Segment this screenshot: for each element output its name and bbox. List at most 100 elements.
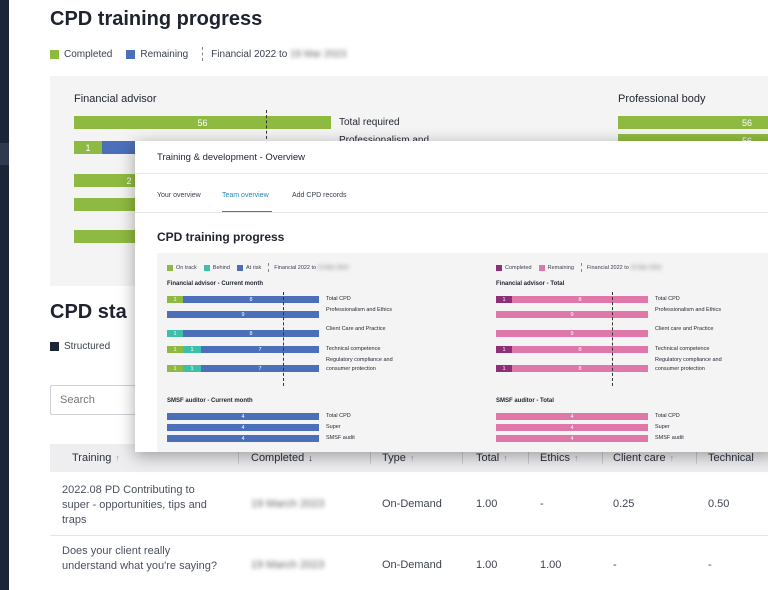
legend-remaining: Remaining <box>140 48 189 60</box>
fa-cur-tech-label: Technical competence <box>326 346 381 352</box>
col-training[interactable]: Training ↑ <box>72 452 120 464</box>
legend-at-risk: At risk <box>245 264 262 271</box>
col-separator <box>462 452 463 464</box>
fa-cur-total-ontrack: 1 <box>167 296 183 303</box>
fa-tot-reg-remaining: 8 <box>512 365 648 372</box>
at-risk-swatch <box>236 264 243 271</box>
col-separator <box>238 452 239 464</box>
total-value: 1.00 <box>476 498 498 510</box>
fa-tot-total-remaining: 8 <box>512 296 648 303</box>
fa-tot-total-completed: 1 <box>496 296 512 303</box>
active-tab-indicator <box>222 211 272 212</box>
legend-behind: Behind <box>212 264 230 271</box>
fa-cur-reg-atrisk: 7 <box>201 365 319 372</box>
on-track-swatch <box>167 264 173 271</box>
legend-period: Financial 2022 to <box>586 264 629 271</box>
legend-divider <box>268 263 270 272</box>
col-ethics[interactable]: Ethics ↑ <box>540 452 579 464</box>
legend-period-end: 19 Mar 2023 <box>317 264 349 271</box>
legend-divider <box>580 263 582 272</box>
fa-cur-target-marker <box>283 292 284 386</box>
team-progress-panel: On track Behind At risk Financial 2022 t… <box>157 253 768 452</box>
col-technical[interactable]: Technical <box>708 452 754 464</box>
fa-total-bar: 56 <box>74 116 331 129</box>
fa-cur-tech-atrisk: 7 <box>201 346 319 353</box>
smsf-tot-super-label: Super <box>655 424 670 430</box>
pb-total-bar: 56 <box>618 116 768 129</box>
client-care-value: - <box>613 559 617 571</box>
fa-cur-ethics-atrisk: 9 <box>167 311 319 318</box>
cpd-status-title: CPD sta <box>50 301 127 323</box>
tab-add-cpd-records[interactable]: Add CPD records <box>292 192 347 199</box>
smsf-cur-super-bar: 4 <box>167 424 319 431</box>
fa-ethics-label: Professionalism and <box>339 135 429 146</box>
sort-icon: ↑ <box>573 453 579 463</box>
smsf-total-title: SMSF auditor - Total <box>496 398 554 404</box>
fa-cur-reg-ontrack: 1 <box>167 365 183 372</box>
row-divider <box>50 535 768 536</box>
tab-your-overview[interactable]: Your overview <box>157 192 201 199</box>
remaining-swatch <box>126 49 136 59</box>
fa-tot-tech-completed: 1 <box>496 346 512 353</box>
col-separator <box>528 452 529 464</box>
status-legend: Structured <box>50 341 110 352</box>
window-title: Training & development - Overview <box>157 152 306 163</box>
behind-swatch <box>203 264 210 271</box>
legend-period: Financial 2022 to <box>211 48 288 60</box>
fa-tot-reg-label: Regulatory compliance and consumer prote… <box>655 357 722 372</box>
fa-tot-ethics-label: Professionalism and Ethics <box>655 307 722 313</box>
legend-completed: Completed <box>64 48 113 60</box>
smsf-cur-total-bar: 4 <box>167 413 319 420</box>
smsf-cur-audit-label: SMSF audit <box>326 435 355 441</box>
completed-date: 19 March 2023 <box>251 498 325 510</box>
overview-heading: CPD training progress <box>157 230 285 244</box>
fa-target-marker <box>266 110 267 170</box>
fa-cur-total-atrisk: 8 <box>183 296 319 303</box>
fa-total-label: Total required <box>339 117 400 128</box>
completed-date: 19 March 2023 <box>251 559 325 571</box>
legend-structured: Structured <box>64 341 111 352</box>
legend-period-end: 19 Mar 2023 <box>290 48 347 60</box>
remaining-swatch <box>538 264 545 271</box>
tab-team-overview[interactable]: Team overview <box>222 192 269 199</box>
table-row[interactable]: 2022.08 PD Contributing to super - oppor… <box>50 481 768 531</box>
training-name[interactable]: 2022.08 PD Contributing to super - oppor… <box>62 484 207 526</box>
sort-icon: ↑ <box>669 453 675 463</box>
professional-body-title: Professional body <box>618 93 706 105</box>
fa-tot-clientcare-label: Client care and Practice <box>655 326 714 332</box>
legend-on-track: On track <box>176 264 197 271</box>
training-name[interactable]: Does your client really understand what … <box>62 545 217 572</box>
fa-ethics-completed-bar: 1 <box>74 141 102 154</box>
fa-cur-reg-behind: 1 <box>183 365 201 372</box>
fa-tot-ethics-remaining: 9 <box>496 311 648 318</box>
fa-cur-reg-label: Regulatory compliance and consumer prote… <box>326 357 393 372</box>
fa-cur-ethics-label: Professionalism and Ethics <box>326 307 393 313</box>
sort-icon: ↑ <box>409 453 415 463</box>
table-row[interactable]: Does your client really understand what … <box>50 542 768 590</box>
col-completed[interactable]: Completed ↓ <box>251 452 313 464</box>
sort-icon: ↑ <box>115 453 120 463</box>
smsf-tot-audit-bar: 4 <box>496 435 648 442</box>
legend-period-end: 19 Mar 2023 <box>630 264 662 271</box>
col-total[interactable]: Total ↑ <box>476 452 508 464</box>
fa-tot-clientcare-remaining: 9 <box>496 330 648 337</box>
client-care-value: 0.25 <box>613 498 635 510</box>
tabs-divider <box>135 212 768 213</box>
smsf-cur-total-label: Total CPD <box>326 413 351 419</box>
progress-legend: Completed Remaining Financial 2022 to 19… <box>50 47 346 61</box>
fa-cur-total-label: Total CPD <box>326 296 351 302</box>
fa-total-title: Financial advisor - Total <box>496 281 565 287</box>
col-client-care[interactable]: Client care ↑ <box>613 452 675 464</box>
search-input[interactable]: Search <box>50 385 140 415</box>
ethics-value: - <box>540 498 544 510</box>
fa-cur-clientcare-atrisk: 8 <box>183 330 319 337</box>
fa-cur-clientcare-behind: 1 <box>167 330 183 337</box>
ethics-value: 1.00 <box>540 559 562 571</box>
sort-desc-icon: ↓ <box>308 453 313 463</box>
completion-legend: Completed Remaining Financial 2022 to 19… <box>496 263 661 272</box>
fa-tot-tech-label: Technical competence <box>655 346 710 352</box>
legend-completed: Completed <box>505 264 532 271</box>
training-type: On-Demand <box>382 498 442 510</box>
fa-cur-tech-ontrack: 1 <box>167 346 183 353</box>
col-type[interactable]: Type ↑ <box>382 452 415 464</box>
